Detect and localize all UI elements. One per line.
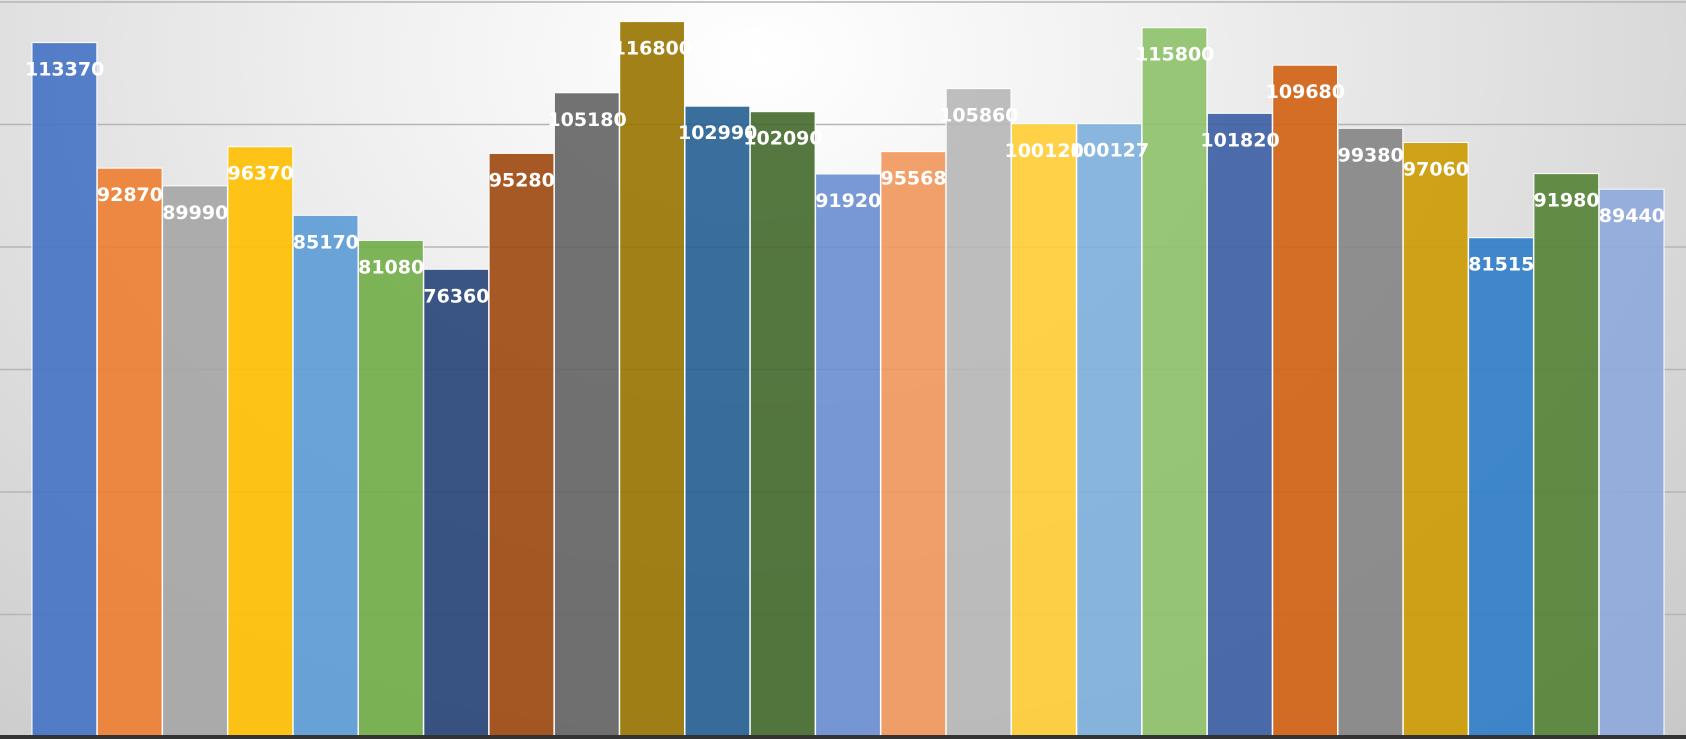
bar xyxy=(1402,142,1469,738)
bar xyxy=(96,167,163,738)
data-label: 81080 xyxy=(358,256,424,278)
bar xyxy=(423,268,490,738)
data-label: 97060 xyxy=(1403,159,1469,181)
data-label: 101820 xyxy=(1200,129,1279,151)
data-label: 89440 xyxy=(1599,205,1665,227)
data-label: 100127 xyxy=(1070,140,1149,162)
data-label: 76360 xyxy=(423,285,489,307)
data-label: 95568 xyxy=(880,168,946,190)
bars xyxy=(31,21,1665,738)
data-label: 81515 xyxy=(1468,254,1534,276)
bar xyxy=(1598,188,1665,738)
bar xyxy=(1272,64,1338,738)
data-label: 102990 xyxy=(678,122,757,144)
bar xyxy=(227,146,294,738)
data-label: 116800 xyxy=(613,38,692,60)
bar xyxy=(1337,127,1404,738)
data-label: 85170 xyxy=(293,231,359,253)
data-label: 102090 xyxy=(743,128,822,150)
data-label: 99380 xyxy=(1338,144,1404,166)
data-label: 109680 xyxy=(1266,81,1345,103)
bar xyxy=(31,42,98,738)
data-label: 113370 xyxy=(25,59,104,81)
data-label: 115800 xyxy=(1135,44,1214,66)
bar xyxy=(1206,112,1273,738)
bar xyxy=(1076,123,1143,738)
bar xyxy=(880,151,947,738)
bar xyxy=(162,185,228,738)
data-label: 91920 xyxy=(815,190,881,212)
data-label: 100120 xyxy=(1004,140,1083,162)
data-label: 105180 xyxy=(547,109,626,131)
bar xyxy=(684,105,751,738)
data-label: 105860 xyxy=(939,105,1018,127)
data-label: 89990 xyxy=(162,202,228,224)
data-label: 92870 xyxy=(97,184,163,206)
bar xyxy=(619,21,686,738)
data-label: 91980 xyxy=(1533,190,1599,212)
bar xyxy=(1533,173,1600,738)
bar xyxy=(358,239,424,738)
bar xyxy=(553,92,620,738)
bar xyxy=(1011,123,1077,738)
data-label: 96370 xyxy=(227,163,293,185)
bar xyxy=(815,173,881,738)
bar xyxy=(1141,27,1208,738)
bar xyxy=(292,214,359,738)
bar xyxy=(488,152,555,738)
bar xyxy=(749,111,816,738)
bar xyxy=(945,88,1012,738)
data-label: 95280 xyxy=(489,169,555,191)
bar xyxy=(1468,237,1534,738)
